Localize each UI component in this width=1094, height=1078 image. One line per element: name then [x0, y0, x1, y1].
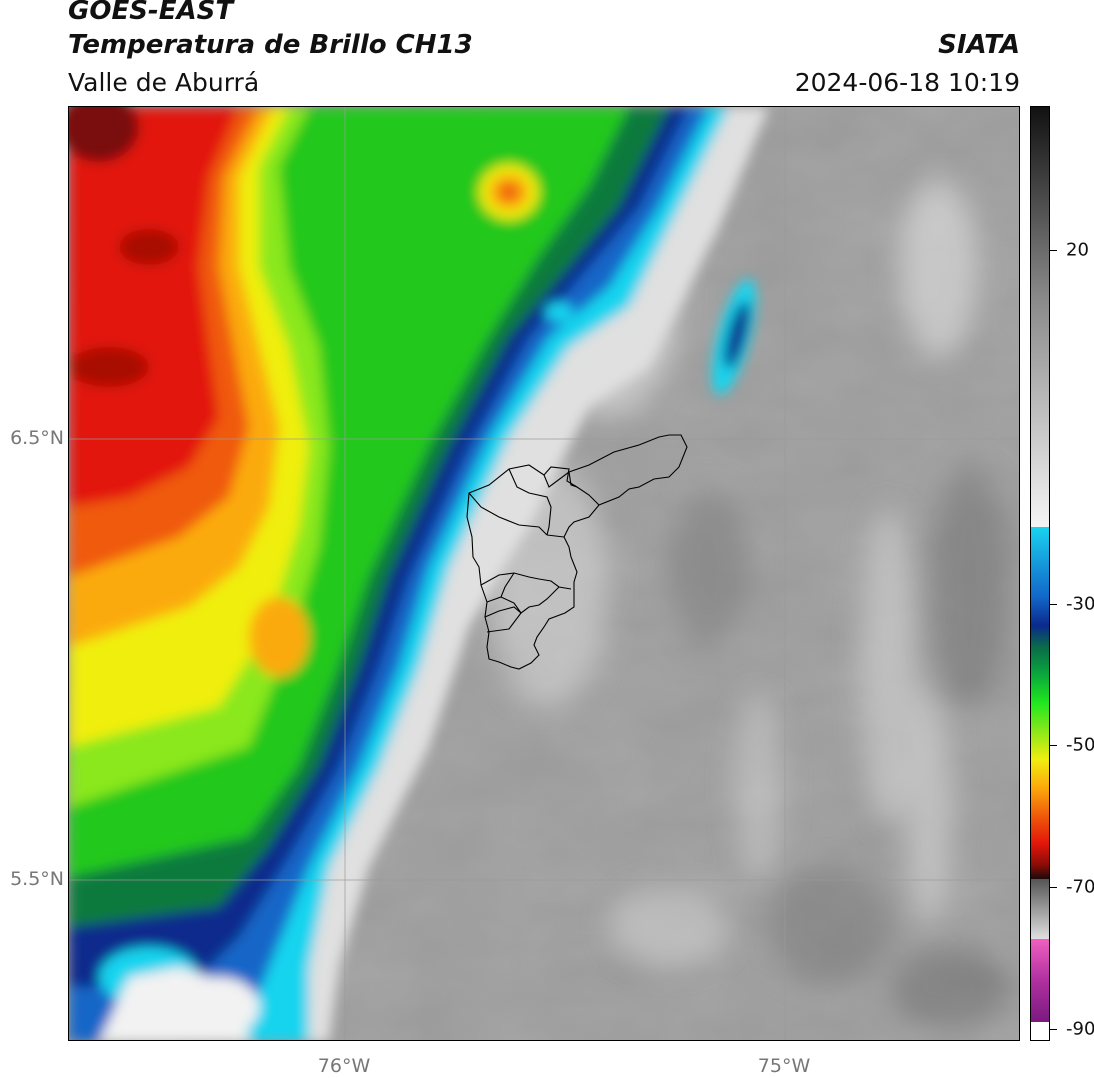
brightness-temperature-map [68, 106, 1020, 1041]
region-subtitle: Valle de Aburrá [68, 68, 260, 97]
colorbar-tick-mark [1050, 604, 1057, 605]
lon-label-75W: 75°W [757, 1055, 811, 1077]
map-canvas [69, 107, 1019, 1040]
temperature-colorbar [1030, 106, 1050, 1041]
colorbar-tick-label: -90 [1066, 1018, 1094, 1040]
lat-label-5-5N: 5.5°N [10, 868, 64, 890]
agency-label: SIATA [938, 30, 1020, 60]
satellite-title: GOES-EAST [68, 0, 234, 26]
colorbar-tick-label: 20 [1066, 239, 1089, 261]
colorbar-tick-label: -70 [1066, 876, 1094, 898]
product-title: Temperatura de Brillo CH13 [68, 30, 473, 60]
colorbar-tick-mark [1050, 887, 1057, 888]
lon-label-76W: 76°W [317, 1055, 371, 1077]
municipal-boundaries [466, 434, 688, 670]
lat-label-6-5N: 6.5°N [10, 427, 64, 449]
datetime-label: 2024-06-18 10:19 [794, 68, 1020, 97]
colorbar-tick-label: -50 [1066, 734, 1094, 756]
colorbar-tick-mark [1050, 745, 1057, 746]
colorbar-tick-mark [1050, 1029, 1057, 1030]
colorbar-tick-mark [1050, 250, 1057, 251]
colorbar-tick-label: -30 [1066, 593, 1094, 615]
